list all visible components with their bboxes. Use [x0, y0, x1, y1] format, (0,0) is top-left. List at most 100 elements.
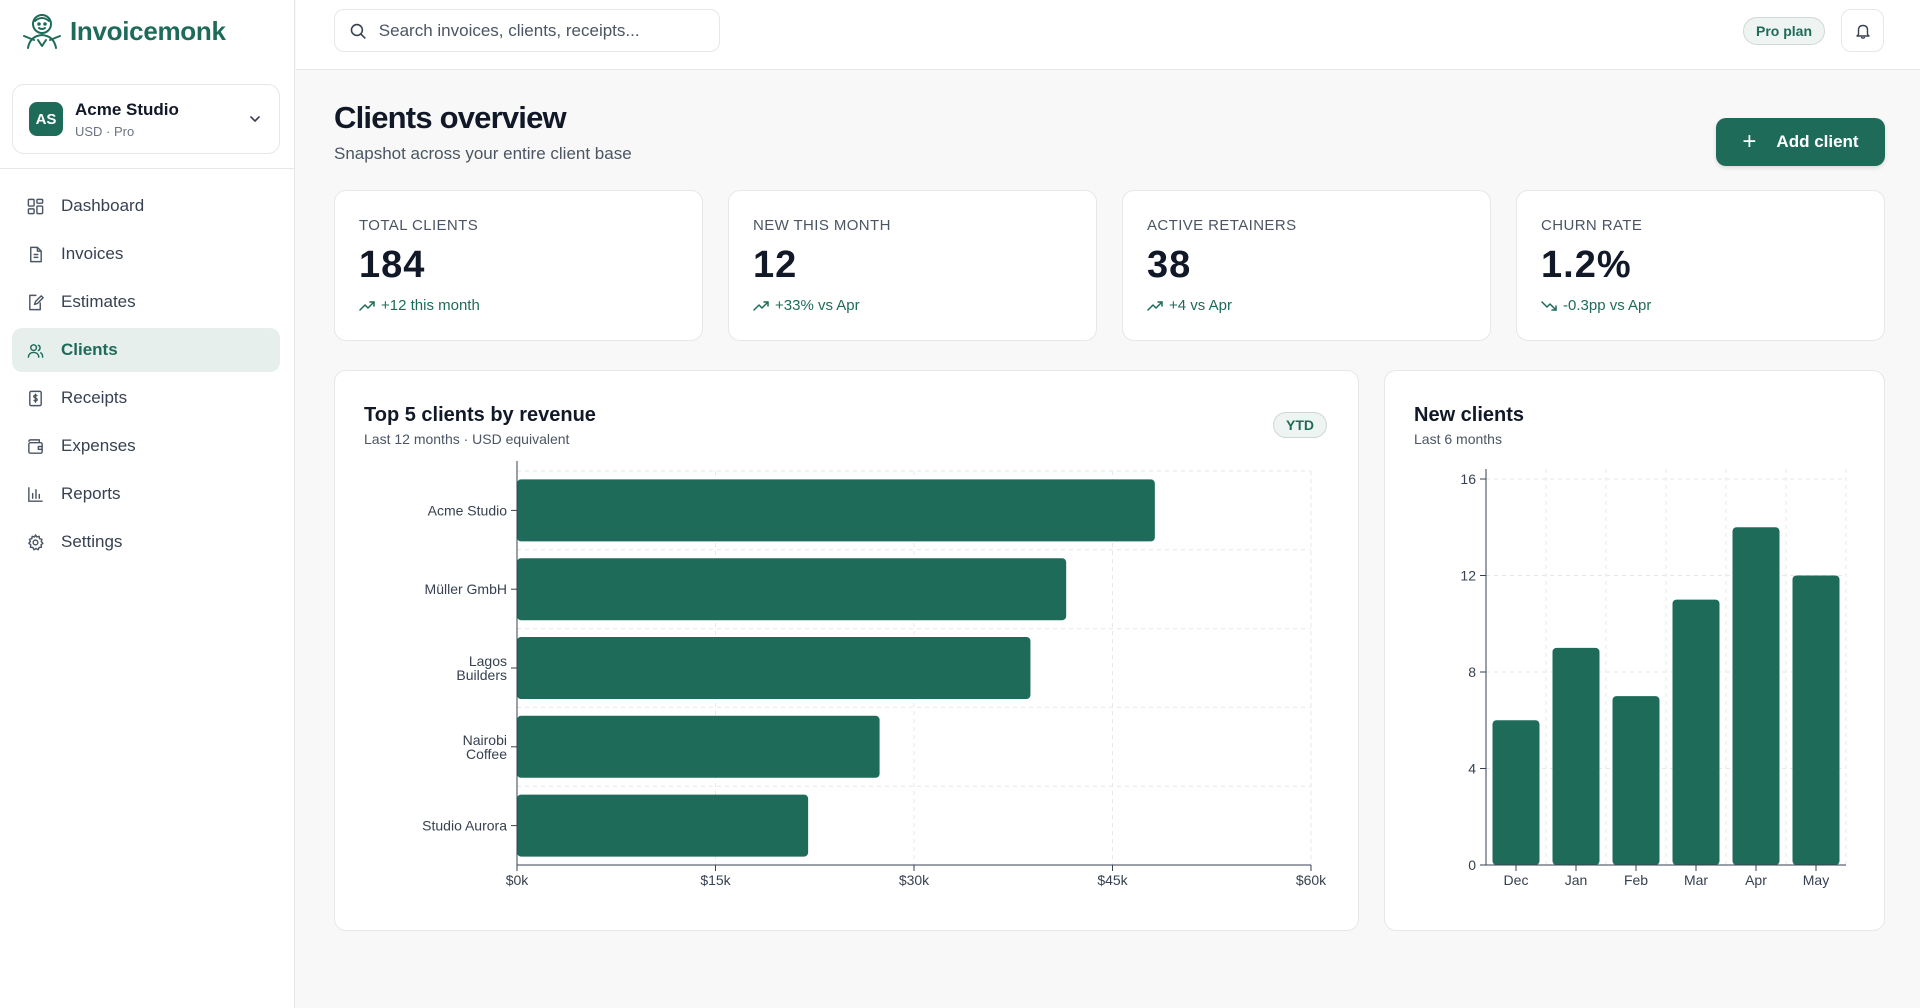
- y-tick-label: Müller GmbH: [425, 581, 507, 597]
- search-input[interactable]: [378, 20, 705, 41]
- new-clients-bar: [1552, 647, 1600, 865]
- trend-up-icon: [359, 300, 375, 311]
- y-tick-label: 0: [1468, 857, 1476, 873]
- sidebar-item-dashboard[interactable]: Dashboard: [12, 184, 280, 228]
- stat-value: 38: [1147, 244, 1192, 286]
- stat-label: ACTIVE RETAINERS: [1147, 217, 1297, 234]
- sidebar-item-reports[interactable]: Reports: [12, 472, 280, 516]
- new-clients-bar: [1732, 527, 1780, 865]
- trend-down-icon: [1541, 300, 1557, 311]
- stat-label: CHURN RATE: [1541, 217, 1643, 234]
- new-clients-bar: [1612, 696, 1660, 865]
- x-tick-label: $45k: [1097, 872, 1128, 888]
- estimate-icon: [29, 294, 44, 310]
- x-tick-label: Feb: [1624, 872, 1648, 888]
- bar-chart-icon: [28, 486, 43, 502]
- add-client-label: Add client: [1776, 132, 1859, 151]
- trend-up-icon: [753, 300, 769, 311]
- search-icon: [350, 23, 366, 39]
- sidebar-item-label: Clients: [61, 340, 118, 359]
- sidebar-item-label: Receipts: [61, 388, 128, 407]
- sidebar-item-estimates[interactable]: Estimates: [12, 280, 280, 324]
- add-client-button[interactable]: + Add client: [1716, 118, 1885, 166]
- stat-card-total-clients: TOTAL CLIENTS 184 +12 this month: [334, 190, 703, 341]
- stat-value: 12: [753, 244, 798, 286]
- top-bar: Pro plan: [296, 0, 1920, 70]
- stat-value: 184: [359, 244, 426, 286]
- stat-label: NEW THIS MONTH: [753, 217, 891, 234]
- y-tick-label: 4: [1468, 761, 1476, 777]
- x-tick-label: Apr: [1745, 872, 1767, 888]
- stat-delta: -0.3pp vs Apr: [1541, 297, 1860, 314]
- revenue-bar: [517, 794, 809, 857]
- x-tick-label: $60k: [1296, 872, 1327, 888]
- new-clients-bar-chart: 0 4 8 12 16 Dec Jan Feb Mar Apr May: [1460, 469, 1847, 888]
- stat-card-churn-rate: CHURN RATE 1.2% -0.3pp vs Apr: [1516, 190, 1885, 341]
- workspace-sub: USD · Pro: [75, 123, 135, 139]
- bell-icon: [1855, 24, 1870, 39]
- sidebar-item-clients[interactable]: Clients: [12, 328, 280, 372]
- plus-icon: +: [1742, 128, 1757, 155]
- card-subtitle: Last 12 months · USD equivalent: [364, 431, 570, 447]
- new-clients-bar: [1672, 599, 1720, 865]
- revenue-bar: [517, 558, 1067, 621]
- stat-delta-text: +12 this month: [381, 297, 480, 314]
- monk-logo-icon: [23, 14, 61, 49]
- trend-up-icon: [1147, 300, 1163, 311]
- x-tick-label: Dec: [1504, 872, 1529, 888]
- y-tick-label: Studio Aurora: [422, 818, 507, 834]
- revenue-bar-chart: $0k $15k $30k $45k $60k Acme Studio Müller Gmb…: [422, 461, 1327, 888]
- workspace-switcher[interactable]: AS Acme Studio USD · Pro: [12, 84, 280, 154]
- revenue-bar: [517, 715, 880, 778]
- plan-badge[interactable]: Pro plan: [1743, 17, 1826, 45]
- y-tick-label: 16: [1460, 471, 1476, 487]
- gear-icon: [28, 533, 44, 550]
- users-icon: [27, 343, 44, 358]
- stat-delta-text: +33% vs Apr: [775, 297, 860, 314]
- dashboard-icon: [27, 198, 44, 214]
- sidebar-item-label: Dashboard: [61, 196, 145, 215]
- sidebar-item-invoices[interactable]: Invoices: [12, 232, 280, 276]
- sidebar-item-settings[interactable]: Settings: [12, 520, 280, 564]
- stat-card-active-retainers: ACTIVE RETAINERS 38 +4 vs Apr: [1122, 190, 1491, 341]
- card-subtitle: Last 6 months: [1414, 431, 1502, 447]
- page-subtitle: Snapshot across your entire client base: [334, 144, 632, 163]
- workspace-name: Acme Studio: [75, 99, 179, 119]
- y-tick-label: 12: [1460, 568, 1476, 584]
- x-tick-label: Jan: [1565, 872, 1588, 888]
- stat-delta: +33% vs Apr: [753, 297, 1072, 314]
- sidebar-item-label: Expenses: [61, 436, 136, 455]
- sidebar-item-expenses[interactable]: Expenses: [12, 424, 280, 468]
- search-box[interactable]: [334, 9, 720, 52]
- stat-label: TOTAL CLIENTS: [359, 217, 479, 234]
- receipt-icon: [29, 390, 42, 406]
- x-tick-label: May: [1803, 872, 1829, 888]
- y-tick-label: 8: [1468, 664, 1476, 680]
- sidebar: Invoicemonk AS Acme Studio USD · Pro Das…: [0, 0, 295, 1008]
- revenue-bar: [517, 637, 1031, 699]
- page-title: Clients overview: [334, 100, 567, 135]
- notifications-button[interactable]: [1841, 9, 1884, 52]
- card-title: Top 5 clients by revenue: [364, 404, 596, 426]
- ytd-badge[interactable]: YTD: [1273, 412, 1327, 438]
- stat-delta-text: +4 vs Apr: [1169, 297, 1232, 314]
- x-tick-label: Mar: [1684, 872, 1708, 888]
- sidebar-item-label: Invoices: [61, 244, 124, 263]
- sidebar-item-receipts[interactable]: Receipts: [12, 376, 280, 420]
- brand[interactable]: Invoicemonk: [20, 10, 226, 52]
- stat-delta: +12 this month: [359, 297, 678, 314]
- y-tick-label: Nairobi Coffee: [463, 732, 508, 762]
- new-clients-chart-card: New clients Last 6 months 0 4 8 12 16 Dec Jan F…: [1384, 370, 1885, 931]
- workspace-avatar: AS: [29, 102, 63, 136]
- chevron-down-icon: [250, 116, 260, 122]
- x-tick-label: $15k: [700, 872, 731, 888]
- x-tick-label: $30k: [899, 872, 930, 888]
- wallet-icon: [28, 438, 43, 454]
- stat-card-new-this-month: NEW THIS MONTH 12 +33% vs Apr: [728, 190, 1097, 341]
- stat-delta-text: -0.3pp vs Apr: [1563, 297, 1652, 314]
- sidebar-item-label: Reports: [61, 484, 121, 503]
- sidebar-item-label: Settings: [61, 532, 123, 551]
- sidebar-item-label: Estimates: [61, 292, 136, 311]
- revenue-bar: [517, 479, 1155, 542]
- new-clients-bar: [1792, 575, 1840, 865]
